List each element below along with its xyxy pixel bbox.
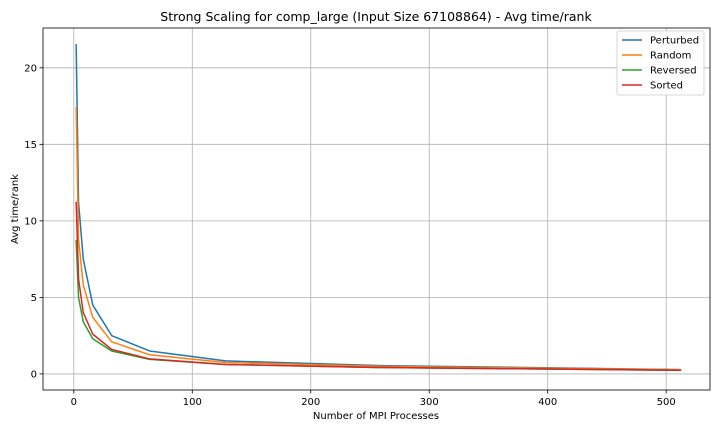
series-line-perturbed [75,44,682,371]
y-tick-label: 5 [31,293,37,304]
legend-label-sorted: Sorted [650,81,683,92]
series-line-random [75,106,682,371]
x-tick-label: 400 [538,397,557,408]
y-tick-label: 15 [24,140,37,151]
x-tick-label: 100 [183,397,202,408]
x-tick-label: 0 [71,397,77,408]
legend-label-random: Random [650,51,691,62]
y-tick-label: 0 [31,369,37,380]
x-tick-label: 300 [420,397,439,408]
y-tick-label: 20 [24,63,37,74]
chart-title: Strong Scaling for comp_large (Input Siz… [160,9,592,24]
legend-box [616,30,705,96]
series-line-reversed [75,239,682,372]
y-axis-label: Avg time/rank [10,174,21,244]
x-tick-label: 200 [301,397,320,408]
x-tick-label: 500 [657,397,676,408]
series-lines [75,44,682,372]
legend-label-perturbed: Perturbed [650,36,699,47]
axis-ticks: 0 100 200 300 400 500 0 5 10 15 20 [24,63,675,408]
y-tick-label: 10 [24,216,37,227]
series-line-sorted [75,201,682,372]
x-axis-label: Number of MPI Processes [313,411,439,422]
plot-frame [42,27,711,391]
legend: Perturbed Random Reversed Sorted [616,30,705,96]
grid [43,28,710,390]
legend-label-reversed: Reversed [650,66,697,77]
